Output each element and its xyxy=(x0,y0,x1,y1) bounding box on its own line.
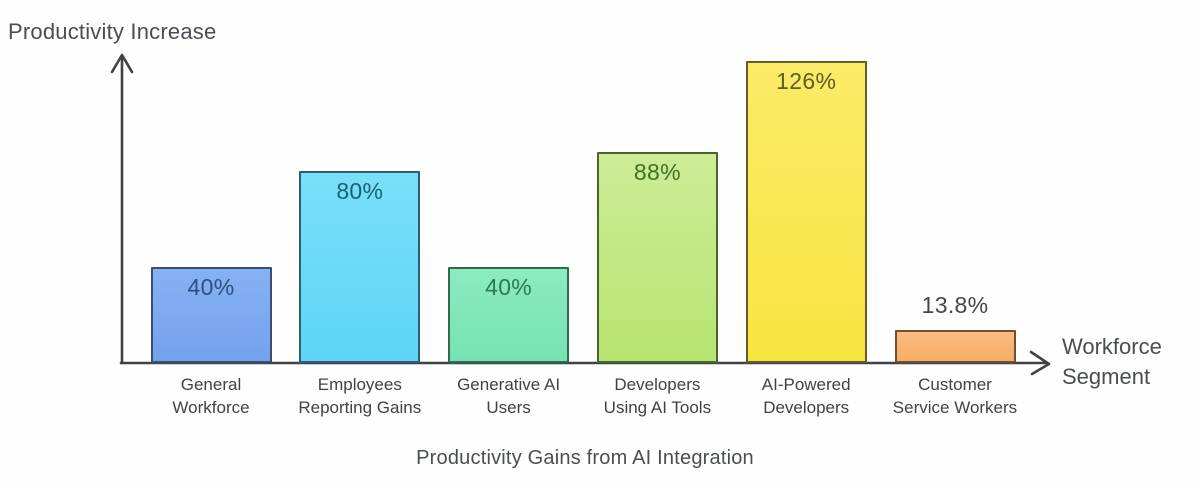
bar-1 xyxy=(299,171,421,363)
bar-value-label: 40% xyxy=(187,274,235,300)
category-label: Generative AI Users xyxy=(457,375,561,417)
category-label: General Workforce xyxy=(172,375,250,417)
bar-4 xyxy=(745,60,867,363)
chart-title: Productivity Gains from AI Integration xyxy=(416,447,754,469)
bar-value-label: 88% xyxy=(633,158,681,185)
bar-3 xyxy=(596,151,718,363)
y-axis-arrowhead-icon xyxy=(110,53,134,74)
category-label: Employees Reporting Gains xyxy=(298,375,422,417)
category-label: Customer Service Workers xyxy=(892,375,1018,417)
bar-value-label: 126% xyxy=(776,67,837,94)
x-axis-title: Workforce Segment xyxy=(1062,334,1162,389)
bar-value-label: 40% xyxy=(485,274,533,300)
bar-2 xyxy=(448,267,570,363)
y-axis-title: Productivity Increase xyxy=(8,19,217,44)
bar-0 xyxy=(150,267,272,363)
bar-5 xyxy=(894,329,1016,363)
category-label: AI-Powered Developers xyxy=(761,375,851,417)
x-axis-arrowhead-icon xyxy=(1029,350,1051,376)
bar-value-label: 13.8% xyxy=(921,291,989,318)
category-label: Developers Using AI Tools xyxy=(603,375,712,417)
bar-value-label: 80% xyxy=(336,178,384,204)
